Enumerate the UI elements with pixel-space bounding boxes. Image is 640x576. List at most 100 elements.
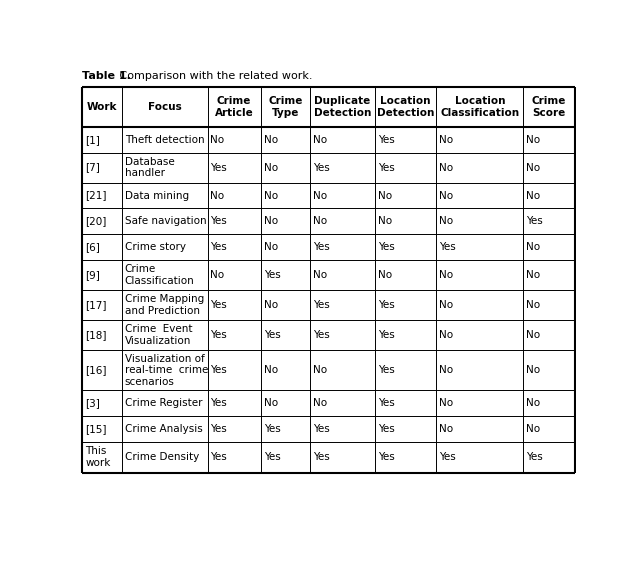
- Text: No: No: [526, 191, 540, 200]
- Text: Yes: Yes: [313, 242, 330, 252]
- Text: Database
handler: Database handler: [125, 157, 174, 179]
- Text: Location
Detection: Location Detection: [377, 96, 435, 118]
- Text: No: No: [264, 398, 278, 408]
- Text: Yes: Yes: [211, 398, 227, 408]
- Text: No: No: [264, 135, 278, 145]
- Text: No: No: [378, 216, 392, 226]
- Text: Yes: Yes: [211, 365, 227, 376]
- Text: No: No: [439, 191, 454, 200]
- Text: No: No: [526, 330, 540, 340]
- Text: Yes: Yes: [211, 162, 227, 173]
- Text: Crime story: Crime story: [125, 242, 186, 252]
- Text: Yes: Yes: [211, 330, 227, 340]
- Text: Crime
Score: Crime Score: [532, 96, 566, 118]
- Text: Yes: Yes: [264, 424, 280, 434]
- Text: Yes: Yes: [264, 330, 280, 340]
- Text: Yes: Yes: [313, 330, 330, 340]
- Text: No: No: [439, 398, 454, 408]
- Text: No: No: [526, 300, 540, 310]
- Text: No: No: [211, 270, 225, 280]
- Text: [1]: [1]: [86, 135, 100, 145]
- Text: No: No: [439, 424, 454, 434]
- Text: No: No: [378, 191, 392, 200]
- Text: No: No: [526, 424, 540, 434]
- Text: [20]: [20]: [86, 216, 107, 226]
- Text: Yes: Yes: [264, 452, 280, 462]
- Text: Yes: Yes: [378, 365, 395, 376]
- Text: [21]: [21]: [86, 191, 107, 200]
- Text: Yes: Yes: [378, 162, 395, 173]
- Text: Yes: Yes: [378, 300, 395, 310]
- Text: No: No: [264, 216, 278, 226]
- Text: Crime Mapping
and Prediction: Crime Mapping and Prediction: [125, 294, 204, 316]
- Text: Yes: Yes: [378, 424, 395, 434]
- Text: No: No: [211, 135, 225, 145]
- Text: No: No: [313, 191, 327, 200]
- Text: Crime
Article: Crime Article: [215, 96, 253, 118]
- Text: No: No: [264, 300, 278, 310]
- Text: Location
Classification: Location Classification: [440, 96, 520, 118]
- Text: Crime  Event
Visualization: Crime Event Visualization: [125, 324, 192, 346]
- Text: Yes: Yes: [211, 242, 227, 252]
- Text: Yes: Yes: [439, 452, 456, 462]
- Text: Crime Register: Crime Register: [125, 398, 202, 408]
- Text: No: No: [211, 191, 225, 200]
- Text: Yes: Yes: [313, 424, 330, 434]
- Text: No: No: [439, 162, 454, 173]
- Text: Data mining: Data mining: [125, 191, 189, 200]
- Text: No: No: [313, 216, 327, 226]
- Text: No: No: [439, 135, 454, 145]
- Text: No: No: [313, 135, 327, 145]
- Text: Yes: Yes: [378, 135, 395, 145]
- Text: No: No: [264, 365, 278, 376]
- Text: Yes: Yes: [211, 300, 227, 310]
- Text: Yes: Yes: [313, 162, 330, 173]
- Text: [17]: [17]: [86, 300, 107, 310]
- Text: Yes: Yes: [211, 424, 227, 434]
- Text: No: No: [264, 242, 278, 252]
- Bar: [83, 87, 575, 473]
- Text: No: No: [439, 365, 454, 376]
- Text: No: No: [264, 191, 278, 200]
- Text: Yes: Yes: [211, 452, 227, 462]
- Text: Yes: Yes: [526, 216, 543, 226]
- Text: Focus: Focus: [148, 102, 182, 112]
- Text: No: No: [313, 270, 327, 280]
- Text: Safe navigation: Safe navigation: [125, 216, 206, 226]
- Text: Duplicate
Detection: Duplicate Detection: [314, 96, 371, 118]
- Text: [7]: [7]: [86, 162, 100, 173]
- Text: No: No: [439, 270, 454, 280]
- Text: No: No: [526, 135, 540, 145]
- Text: No: No: [439, 330, 454, 340]
- Text: Yes: Yes: [378, 330, 395, 340]
- Text: No: No: [439, 216, 454, 226]
- Text: Yes: Yes: [378, 452, 395, 462]
- Text: No: No: [378, 270, 392, 280]
- Text: Table 1.: Table 1.: [83, 71, 131, 81]
- Text: Crime Density: Crime Density: [125, 452, 199, 462]
- Text: Theft detection: Theft detection: [125, 135, 204, 145]
- Text: [18]: [18]: [86, 330, 107, 340]
- Text: No: No: [313, 365, 327, 376]
- Text: No: No: [313, 398, 327, 408]
- Text: No: No: [526, 242, 540, 252]
- Text: No: No: [526, 162, 540, 173]
- Text: [15]: [15]: [86, 424, 107, 434]
- Text: Work: Work: [87, 102, 117, 112]
- Text: [9]: [9]: [86, 270, 100, 280]
- Text: Yes: Yes: [313, 300, 330, 310]
- Text: Yes: Yes: [378, 398, 395, 408]
- Text: Yes: Yes: [439, 242, 456, 252]
- Text: Yes: Yes: [264, 270, 280, 280]
- Text: Comparison with the related work.: Comparison with the related work.: [116, 71, 313, 81]
- Text: No: No: [526, 270, 540, 280]
- Text: Yes: Yes: [211, 216, 227, 226]
- Text: No: No: [526, 365, 540, 376]
- Text: Yes: Yes: [313, 452, 330, 462]
- Text: This
work: This work: [86, 446, 111, 468]
- Text: Yes: Yes: [526, 452, 543, 462]
- Text: Crime
Classification: Crime Classification: [125, 264, 195, 286]
- Text: [16]: [16]: [86, 365, 107, 376]
- Text: [6]: [6]: [86, 242, 100, 252]
- Text: Crime Analysis: Crime Analysis: [125, 424, 202, 434]
